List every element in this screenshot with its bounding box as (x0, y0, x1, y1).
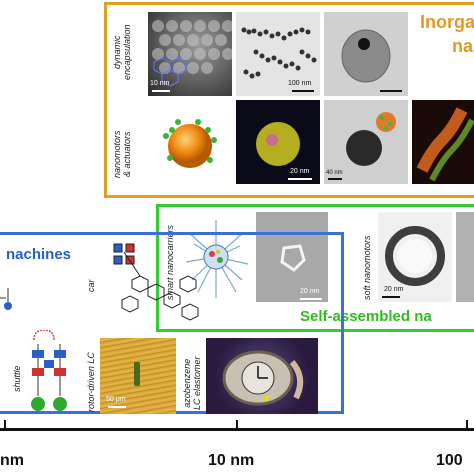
dynamic-encapsulation-label: dynamic encapsulation (112, 24, 132, 80)
nanomotors-actuators-label: nanomotors & actuators (112, 130, 132, 178)
axis-tick-left (4, 420, 6, 430)
tem-nanocarrier-image: 20 nm (256, 212, 328, 302)
axis-tick-100nm (466, 420, 468, 430)
nanomotor-sphere-graphic (148, 100, 232, 184)
rotor-driven-lc-label: rotor-driven LC (86, 352, 96, 412)
scale-catalytic: 40 nm (326, 170, 343, 176)
nanocarrier-graphic (178, 212, 254, 302)
tem-catalytic-particle-image: 40 nm (324, 100, 408, 184)
core-shell-particle-graphic (341, 29, 391, 83)
molecule-fragment-icon (0, 288, 12, 310)
axis-label-10nm: 10 nm (208, 452, 255, 469)
fluorescence-red-green-image (412, 100, 474, 184)
tem-stomatocyte-image: 20 nm (378, 212, 452, 302)
elastomer-watch-photo (206, 338, 318, 414)
inorganic-title-line1: Inorga (420, 12, 474, 32)
scale-nanocarrier: 20 nm (300, 288, 320, 295)
axis-label-100nm: 100 (436, 452, 463, 469)
axis-label-nm: nm (0, 452, 24, 469)
scale-fluorescence: 20 nm (290, 168, 310, 175)
soft-nanomotors-label: soft nanomotors (362, 235, 372, 300)
shuttle-label: shuttle (12, 365, 22, 392)
axis-tick-10nm (236, 420, 238, 430)
molecular-shuttle-graphic (31, 330, 67, 411)
lc-texture-image: 50 μm (100, 338, 176, 414)
scale-stomatocyte: 20 nm (384, 286, 404, 293)
tem-nanoparticle-chains-image: 100 nm (236, 12, 320, 96)
particle-chain-graphic (241, 27, 317, 79)
scale-lc: 50 μm (106, 396, 126, 403)
inorganic-title-line2: na (452, 36, 474, 56)
nanocar-molecule-graphic (113, 243, 199, 321)
self-assembled-title: Self-assembled na (300, 308, 432, 325)
fluorescence-yellow-image: 20 nm (236, 100, 320, 184)
machines-title: nachines (6, 246, 72, 263)
scale-chains: 100 nm (288, 80, 312, 87)
scale-dynamic: 10 nm (150, 80, 170, 87)
cropped-tem-edge-image (456, 212, 474, 302)
azobenzene-elastomer-label: azobenzene LC elastomer (182, 356, 202, 410)
tem-dynamic-encapsulation-image: 10 nm (148, 12, 232, 96)
hexagonal-lattice-graphic (152, 20, 232, 87)
car-label: car (86, 279, 96, 292)
tem-core-shell-image (324, 12, 408, 96)
